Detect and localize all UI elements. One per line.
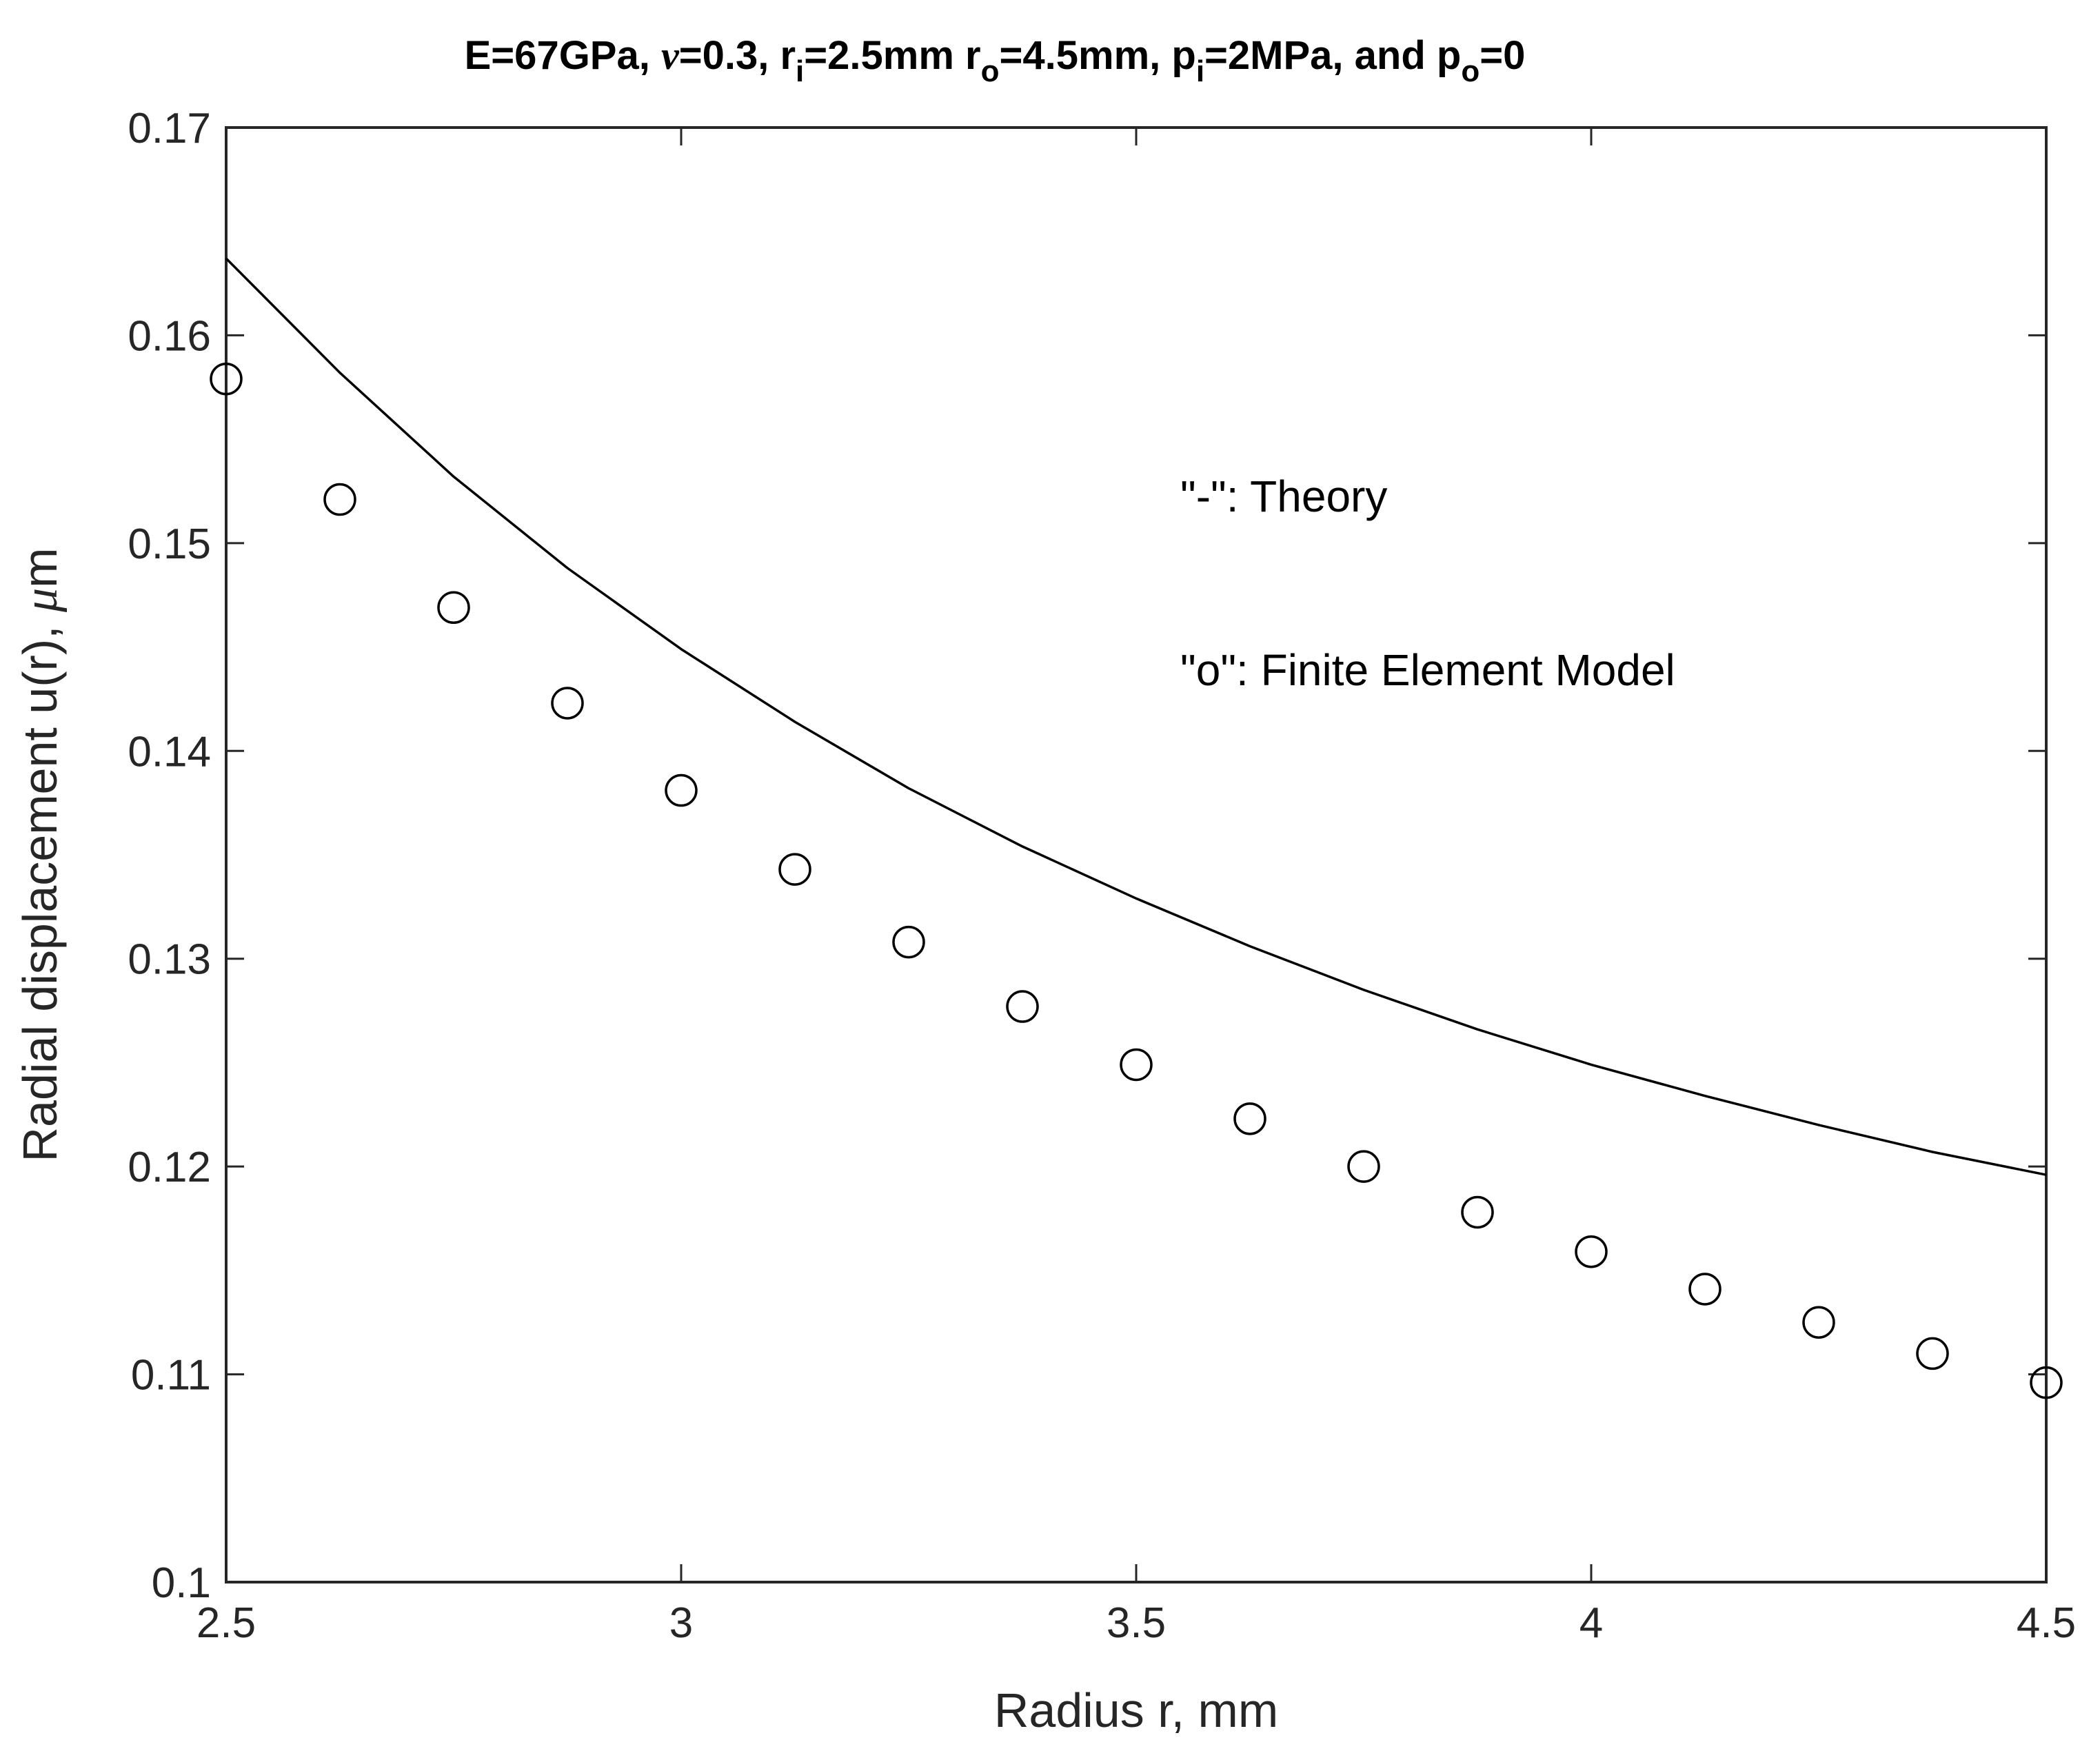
y-tick-label: 0.17 <box>128 105 211 152</box>
x-tick-label: 4.5 <box>2017 1599 2076 1647</box>
y-tick-label: 0.11 <box>131 1352 211 1399</box>
x-tick-label: 3.5 <box>1107 1599 1166 1647</box>
series-finite-element-model-marker <box>1347 1150 1380 1183</box>
y-tick-label: 0.16 <box>128 312 211 360</box>
axis-tick-labels: 2.5 3 3.5 4 4.5 0.1 0.11 0.12 0.13 0.14 0.15 0.16 0.… <box>128 105 2076 1647</box>
x-axis-label: Radius r, mm <box>994 1683 1278 1737</box>
x-tick-label: 3 <box>669 1599 693 1647</box>
series-finite-element-model-marker <box>1916 1337 1949 1370</box>
series-finite-element-model-marker <box>2030 1366 2063 1399</box>
series-finite-element-model-marker <box>1120 1048 1153 1082</box>
series-finite-element-model-marker <box>892 925 925 959</box>
chart-title: E=67GPa, ν=0.3, ri=2.5mm ro=4.5mm, pi=2M… <box>465 33 1526 88</box>
series-finite-element-model-marker <box>778 853 811 886</box>
series-finite-element-model-marker <box>210 362 243 396</box>
data-series <box>210 257 2063 1399</box>
series-theory-line <box>225 257 2047 1176</box>
y-tick-label: 0.15 <box>128 520 211 568</box>
series-finite-element-model-marker <box>1802 1306 1835 1339</box>
y-tick-label: 0.13 <box>128 936 211 984</box>
series-finite-element-model-marker <box>1688 1273 1722 1306</box>
series-finite-element-model-marker <box>323 483 356 516</box>
series-finite-element-model-marker <box>437 591 470 625</box>
plot-area <box>225 126 2048 1583</box>
annotation-fem: "o": Finite Element Model <box>1180 645 1675 695</box>
y-tick-label: 0.12 <box>128 1144 211 1191</box>
series-finite-element-model-marker <box>665 773 698 807</box>
series-finite-element-model-marker <box>551 687 584 720</box>
series-finite-element-model-marker <box>1006 990 1039 1023</box>
series-finite-element-model-marker <box>1461 1195 1494 1229</box>
y-axis-label: Radial displacement u(r), μm <box>13 547 68 1162</box>
x-tick-label: 4 <box>1579 1599 1603 1647</box>
series-finite-element-model-marker <box>1575 1235 1608 1268</box>
axis-ticks <box>225 126 2048 1583</box>
series-finite-element-model-marker <box>1233 1102 1266 1135</box>
y-tick-label: 0.1 <box>152 1559 211 1607</box>
x-tick-label: 2.5 <box>196 1599 256 1647</box>
annotation-theory: "-": Theory <box>1180 472 1387 521</box>
y-tick-label: 0.14 <box>128 728 211 776</box>
